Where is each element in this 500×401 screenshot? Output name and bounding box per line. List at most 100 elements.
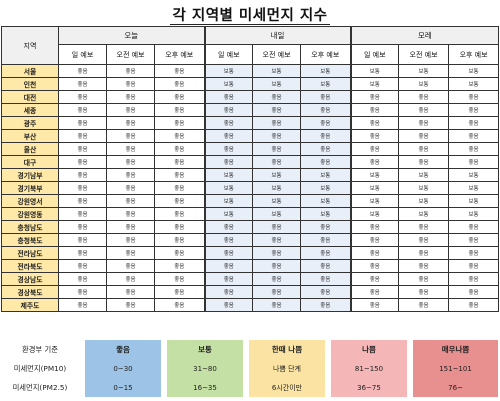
- forecast-cell: 좋음: [300, 272, 352, 286]
- forecast-cell: 좋음: [106, 272, 155, 286]
- forecast-cell: 좋음: [448, 233, 500, 247]
- forecast-cell: 좋음: [300, 103, 352, 117]
- forecast-cell: 보통: [349, 64, 400, 78]
- forecast-cell: 좋음: [106, 220, 155, 234]
- forecast-cell: 좋음: [252, 246, 302, 260]
- day-header-tomorrow: 내일: [203, 26, 352, 45]
- sub-header: 오후 예보: [300, 44, 352, 65]
- table-row: 경기남부 좋음 좋음 좋음 보통 보통 보통 보통 보통 보통: [1, 168, 500, 182]
- region-name: 경기남부: [1, 168, 59, 182]
- forecast-cell: 좋음: [349, 246, 400, 260]
- forecast-cell: 좋음: [300, 259, 352, 273]
- table-row: 경상북도 좋음 좋음 좋음 좋음 좋음 좋음 좋음 좋음 좋음: [1, 285, 500, 299]
- forecast-cell: 좋음: [153, 194, 206, 208]
- forecast-cell: 좋음: [252, 155, 302, 169]
- forecast-cell: 좋음: [398, 246, 450, 260]
- sub-header: 오후 예보: [153, 44, 206, 65]
- forecast-cell: 좋음: [203, 233, 254, 247]
- level-caution: 한때 나쁨: [249, 340, 325, 359]
- forecast-cell: 좋음: [300, 155, 352, 169]
- forecast-cell: 좋음: [398, 90, 450, 104]
- forecast-cell: 좋음: [448, 155, 500, 169]
- forecast-cell: 좋음: [349, 155, 400, 169]
- day-header-today: 오늘: [57, 26, 206, 45]
- pm25-normal: 16~35: [167, 378, 243, 397]
- forecast-cell: 좋음: [58, 90, 107, 104]
- forecast-cell: 좋음: [203, 103, 254, 117]
- region-name: 서울: [1, 64, 59, 78]
- forecast-cell: 좋음: [349, 142, 400, 156]
- forecast-cell: 보통: [398, 194, 450, 208]
- forecast-cell: 보통: [252, 64, 302, 78]
- forecast-cell: 좋음: [58, 129, 107, 143]
- forecast-cell: 좋음: [106, 194, 155, 208]
- forecast-cell: 좋음: [349, 103, 400, 117]
- day-header-dayafter: 모레: [349, 26, 500, 45]
- forecast-cell: 좋음: [58, 246, 107, 260]
- forecast-cell: 좋음: [349, 259, 400, 273]
- forecast-cell: 좋음: [106, 233, 155, 247]
- forecast-cell: 좋음: [106, 168, 155, 182]
- forecast-cell: 좋음: [300, 142, 352, 156]
- forecast-cell: 보통: [349, 181, 400, 195]
- table-row: 충청북도 좋음 좋음 좋음 좋음 좋음 좋음 좋음 좋음 좋음: [1, 233, 500, 247]
- forecast-cell: 보통: [203, 64, 254, 78]
- forecast-cell: 좋음: [58, 103, 107, 117]
- forecast-cell: 좋음: [203, 155, 254, 169]
- forecast-cell: 좋음: [398, 129, 450, 143]
- forecast-cell: 좋음: [448, 298, 500, 312]
- table-row: 울산 좋음 좋음 좋음 좋음 좋음 좋음 좋음 좋음 좋음: [1, 142, 500, 156]
- forecast-cell: 좋음: [106, 129, 155, 143]
- forecast-cell: 좋음: [203, 129, 254, 143]
- forecast-cell: 좋음: [58, 194, 107, 208]
- forecast-cell: 좋음: [106, 285, 155, 299]
- forecast-cell: 보통: [203, 181, 254, 195]
- region-name: 충청남도: [1, 220, 59, 234]
- forecast-cell: 좋음: [300, 285, 352, 299]
- forecast-cell: 좋음: [203, 246, 254, 260]
- forecast-cell: 좋음: [58, 116, 107, 130]
- forecast-cell: 좋음: [153, 168, 206, 182]
- forecast-cell: 좋음: [153, 220, 206, 234]
- forecast-cell: 보통: [349, 207, 400, 221]
- table-row: 부산 좋음 좋음 좋음 좋음 좋음 좋음 좋음 좋음 좋음: [1, 129, 500, 143]
- forecast-cell: 좋음: [106, 155, 155, 169]
- forecast-cell: 좋음: [349, 272, 400, 286]
- region-name: 울산: [1, 142, 59, 156]
- pm10-label: 미세먼지(PM10): [1, 359, 79, 378]
- forecast-cell: 좋음: [153, 298, 206, 312]
- forecast-cell: 좋음: [203, 142, 254, 156]
- pm10-normal: 31~80: [167, 359, 243, 378]
- region-name: 대구: [1, 155, 59, 169]
- forecast-cell: 보통: [398, 181, 450, 195]
- forecast-cell: 보통: [300, 207, 352, 221]
- forecast-cell: 좋음: [300, 116, 352, 130]
- forecast-cell: 좋음: [153, 246, 206, 260]
- forecast-cell: 좋음: [252, 90, 302, 104]
- forecast-cell: 좋음: [349, 285, 400, 299]
- forecast-cell: 좋음: [153, 285, 206, 299]
- forecast-cell: 좋음: [153, 181, 206, 195]
- forecast-cell: 좋음: [448, 285, 500, 299]
- forecast-cell: 좋음: [448, 220, 500, 234]
- forecast-cell: 좋음: [153, 77, 206, 91]
- forecast-cell: 좋음: [300, 246, 352, 260]
- forecast-cell: 좋음: [58, 142, 107, 156]
- forecast-cell: 좋음: [398, 298, 450, 312]
- forecast-cell: 좋음: [58, 259, 107, 273]
- forecast-cell: 보통: [448, 181, 500, 195]
- forecast-cell: 좋음: [448, 272, 500, 286]
- forecast-cell: 좋음: [153, 142, 206, 156]
- forecast-cell: 좋음: [252, 220, 302, 234]
- table-row: 충청남도 좋음 좋음 좋음 좋음 좋음 좋음 좋음 좋음 좋음: [1, 220, 500, 234]
- forecast-cell: 보통: [252, 194, 302, 208]
- table-row: 대구 좋음 좋음 좋음 좋음 좋음 좋음 좋음 좋음 좋음: [1, 155, 500, 169]
- sub-header: 일 예보: [58, 44, 107, 65]
- region-name: 충청북도: [1, 233, 59, 247]
- forecast-cell: 좋음: [252, 142, 302, 156]
- forecast-cell: 좋음: [252, 116, 302, 130]
- table-row: 강원영서 좋음 좋음 좋음 보통 보통 보통 보통 보통 보통: [1, 194, 500, 208]
- criteria-label: 환경부 기준: [1, 340, 79, 359]
- table-row: 세종 좋음 좋음 좋음 좋음 좋음 좋음 좋음 좋음 좋음: [1, 103, 500, 117]
- forecast-cell: 좋음: [398, 220, 450, 234]
